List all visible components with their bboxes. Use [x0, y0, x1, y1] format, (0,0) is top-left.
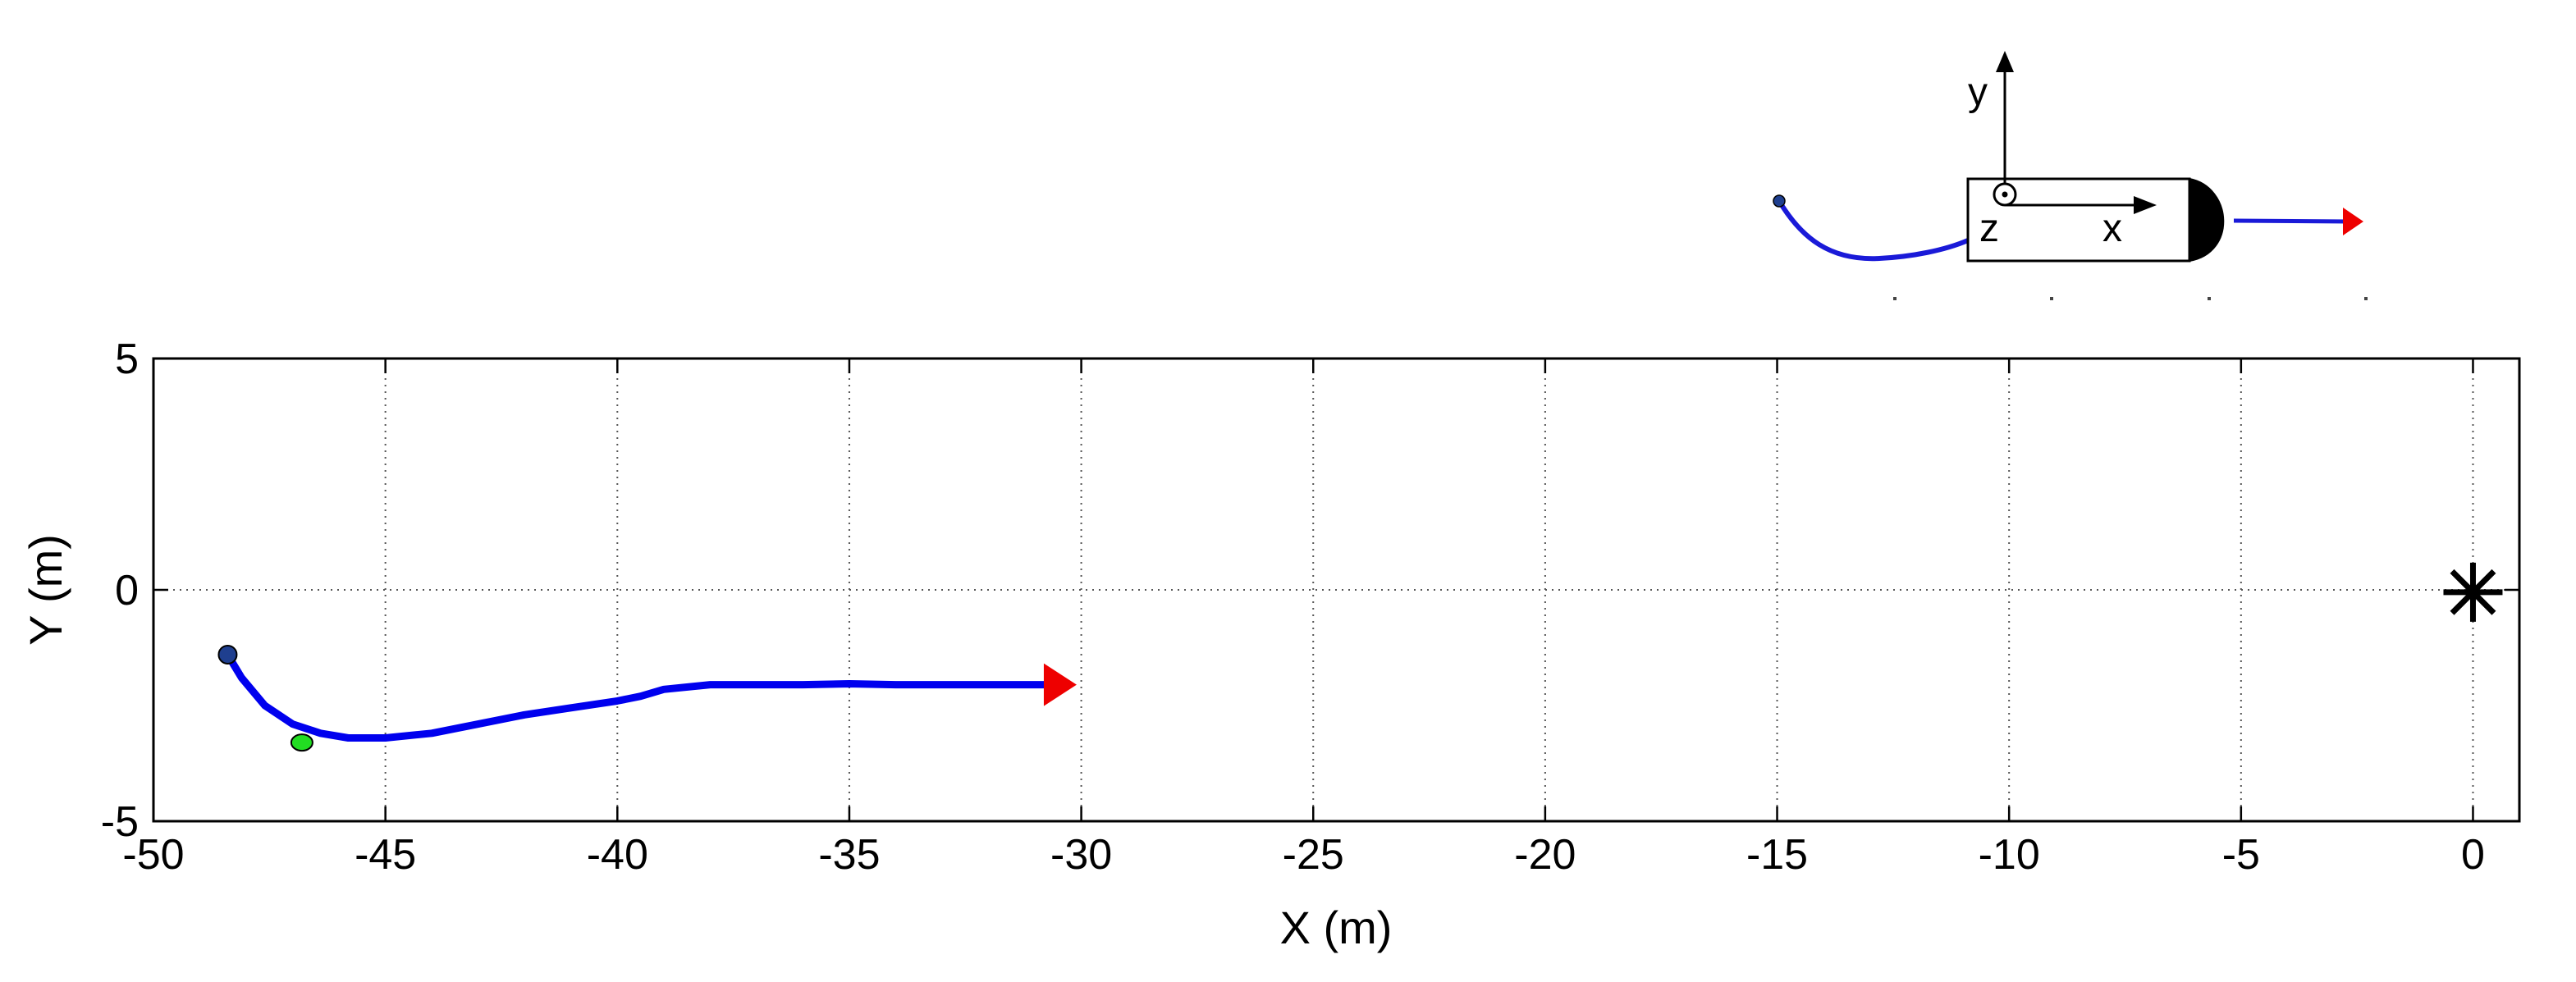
x-tick-label: -5 — [2222, 831, 2260, 879]
x-tick-label: -20 — [1514, 831, 1576, 879]
inset-z-label: z — [1979, 207, 1999, 250]
x-tick-label: -50 — [122, 831, 184, 879]
y-tick-label: 5 — [115, 336, 139, 383]
target-marker — [2450, 569, 2496, 615]
y-tick-label: -5 — [101, 798, 139, 846]
x-tick-label: -45 — [355, 831, 416, 879]
x-tick-label: -15 — [1746, 831, 1808, 879]
inset-x-axis-arrow — [2134, 196, 2157, 214]
intermediate-marker — [290, 733, 313, 752]
inset-z-axis-dot — [2002, 191, 2008, 198]
inset-speck-4 — [2364, 297, 2368, 300]
heading-arrow-head — [1043, 663, 1077, 706]
inset-vehicle-nose — [2189, 177, 2225, 263]
inset-trajectory-curve — [1777, 199, 1970, 262]
series-layer — [223, 651, 1058, 742]
inset-speck-1 — [1893, 297, 1897, 300]
inset-heading-arrow-head — [2343, 208, 2363, 235]
x-axis-label: X (m) — [1280, 902, 1393, 953]
x-tick-label: -30 — [1050, 831, 1112, 879]
inset-y-axis-arrow — [1996, 51, 2014, 72]
inset-heading-line — [2233, 218, 2350, 224]
y-axis-label: Y (m) — [20, 534, 71, 646]
x-tick-label: -40 — [587, 831, 648, 879]
marker-layer — [217, 562, 2503, 752]
plot-frame — [152, 357, 2521, 823]
tick-labels: -50 -45 -40 -35 -30 -25 -20 -15 -10 -5 0-505 — [101, 336, 2485, 879]
inset-speck-2 — [2050, 297, 2053, 300]
start-marker — [217, 644, 238, 665]
inset-start-marker — [1773, 194, 1786, 208]
y-tick-label: 0 — [115, 567, 139, 614]
inset-diagram: y x z — [1773, 51, 2368, 300]
x-tick-label: -35 — [818, 831, 880, 879]
inset-y-label: y — [1968, 71, 1988, 114]
x-tick-label: -10 — [1979, 831, 2040, 879]
x-tick-label: 0 — [2461, 831, 2485, 879]
trajectory-line — [223, 651, 1058, 742]
x-tick-label: -25 — [1283, 831, 1344, 879]
inset-x-label: x — [2102, 207, 2122, 250]
inset-speck-3 — [2208, 297, 2211, 300]
